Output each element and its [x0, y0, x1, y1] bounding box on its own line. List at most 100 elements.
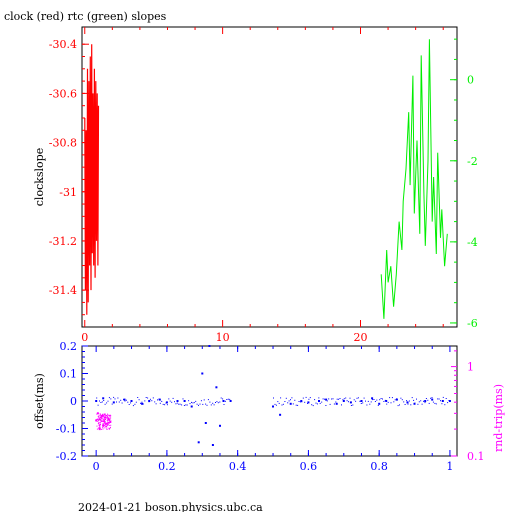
offset-band-point — [157, 399, 158, 401]
offset-band-point — [399, 404, 400, 406]
offset-band-point — [362, 402, 364, 404]
rndtrip-band-point — [104, 427, 106, 429]
rndtrip-band-point — [110, 420, 112, 422]
rndtrip-band-point — [99, 421, 101, 423]
offset-point — [272, 405, 274, 408]
offset-point — [371, 397, 374, 400]
offset-band-point — [172, 397, 174, 399]
offset-point — [183, 400, 186, 402]
offset-band-point — [127, 401, 129, 403]
offset-band-point — [114, 398, 116, 400]
top-y-axis-label: clockslope — [33, 148, 46, 206]
offset-band-point — [171, 401, 173, 403]
rndtrip-band-point — [102, 413, 104, 415]
offset-point — [289, 402, 292, 405]
offset-band-point — [445, 398, 447, 399]
offset-point — [335, 402, 338, 405]
offset-band-point — [374, 401, 376, 402]
offset-band-point — [307, 402, 308, 404]
rndtrip-band-point — [103, 420, 105, 422]
offset-band-point — [185, 404, 187, 406]
bottom-x-tick-label: 1 — [446, 460, 453, 473]
rndtrip-band-point — [103, 415, 105, 417]
offset-band-point — [384, 399, 386, 401]
offset-band-point — [110, 398, 112, 400]
offset-band-point — [325, 405, 327, 406]
offset-band-point — [159, 402, 161, 404]
offset-point — [123, 398, 126, 401]
rndtrip-band-point — [100, 418, 102, 420]
offset-band-point — [151, 400, 153, 402]
footer-text: 2024-01-21 boson.physics.ubc.ca — [78, 501, 263, 512]
rndtrip-band-point — [103, 414, 105, 416]
offset-band-point — [138, 399, 140, 401]
offset-band-point — [322, 398, 324, 400]
offset-band-point — [328, 398, 330, 400]
offset-band-point — [348, 401, 349, 403]
offset-point — [215, 386, 218, 389]
offset-band-point — [219, 401, 221, 403]
offset-band-point — [382, 398, 383, 400]
bottom-y-tick-label: 0.2 — [60, 340, 78, 353]
offset-band-point — [222, 398, 224, 400]
offset-band-point — [410, 404, 412, 406]
offset-band-point — [438, 398, 440, 400]
offset-band-point — [199, 403, 201, 405]
offset-band-point — [149, 398, 151, 400]
offset-band-point — [423, 400, 424, 402]
rndtrip-band-point — [108, 423, 110, 425]
offset-band-point — [350, 405, 352, 406]
rndtrip-band-point — [101, 416, 103, 418]
top-y2-tick-label: -2 — [467, 155, 478, 168]
bottom-series-group — [95, 345, 451, 446]
offset-band-point — [186, 404, 188, 406]
rndtrip-band-point — [104, 420, 106, 422]
offset-band-point — [281, 404, 283, 406]
offset-band-point — [403, 401, 405, 403]
offset-point — [413, 402, 416, 405]
offset-band-point — [311, 404, 313, 406]
rndtrip-band-point — [101, 414, 103, 416]
offset-band-point — [304, 401, 306, 403]
offset-band-point — [278, 402, 280, 404]
bottom-y-tick-label: -0.1 — [56, 423, 77, 436]
bottom-y2-tick-label: 0.1 — [467, 450, 485, 463]
offset-band-point — [314, 399, 316, 401]
rndtrip-band-point — [97, 418, 99, 420]
offset-band-point — [366, 404, 368, 406]
rndtrip-point — [100, 415, 103, 417]
offset-point — [176, 400, 179, 402]
offset-band-point — [297, 404, 299, 406]
offset-point — [208, 345, 211, 347]
offset-band-point — [316, 403, 318, 405]
offset-band-point — [369, 403, 371, 405]
offset-band-point — [134, 403, 136, 405]
offset-band-point — [376, 399, 378, 401]
offset-band-point — [223, 404, 225, 405]
offset-band-point — [287, 402, 289, 404]
offset-band-point — [140, 402, 141, 404]
offset-band-point — [181, 404, 183, 406]
offset-band-point — [165, 402, 167, 404]
rndtrip-band-point — [109, 418, 111, 420]
rndtrip-band-point — [107, 414, 109, 416]
offset-band-point — [379, 399, 381, 401]
offset-band-point — [224, 400, 226, 402]
offset-band-point — [120, 399, 122, 401]
rndtrip-band-point — [108, 414, 110, 416]
bottom-y-tick-label: 0.1 — [60, 368, 78, 381]
offset-band-point — [319, 402, 321, 404]
rndtrip-band-point — [96, 420, 98, 422]
top-y-tick-label: -30.6 — [49, 87, 77, 100]
rndtrip-band-point — [104, 425, 106, 427]
rndtrip-point — [102, 424, 105, 427]
rndtrip-band-point — [108, 422, 110, 424]
offset-band-point — [128, 404, 130, 405]
offset-band-point — [191, 401, 192, 403]
offset-point — [342, 400, 345, 402]
bottom-y-tick-label: 0 — [70, 395, 77, 408]
rndtrip-band-point — [99, 423, 101, 425]
offset-band-point — [192, 402, 194, 404]
bottom-plot-frame — [81, 345, 458, 457]
offset-point — [95, 400, 98, 402]
